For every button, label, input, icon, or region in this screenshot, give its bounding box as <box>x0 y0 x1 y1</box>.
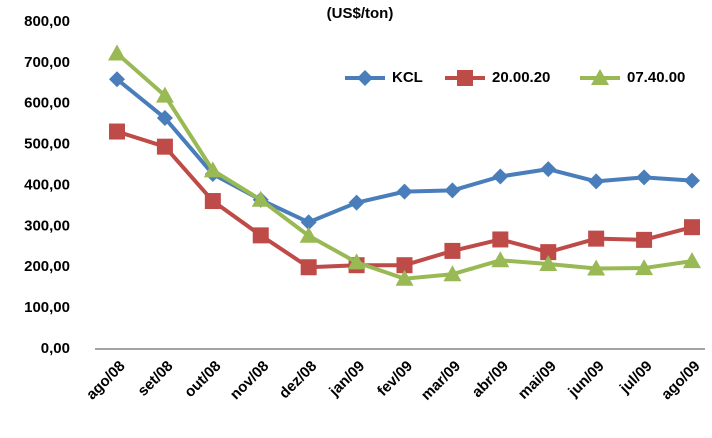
marker <box>540 161 557 178</box>
marker <box>539 254 558 271</box>
x-tick-label: set/08 <box>134 358 176 400</box>
y-tick-label: 100,00 <box>24 299 70 316</box>
marker <box>300 214 317 231</box>
marker <box>109 71 125 88</box>
x-tick-label: jun/09 <box>564 358 607 401</box>
series-line <box>115 51 693 281</box>
y-tick-label: 800,00 <box>24 13 70 30</box>
chart-title: (US$/ton) <box>327 5 394 22</box>
marker <box>683 252 701 269</box>
marker <box>252 227 269 244</box>
marker <box>492 168 509 185</box>
marker <box>299 226 318 243</box>
x-tick-label: mai/09 <box>515 358 560 403</box>
marker <box>636 231 653 248</box>
x-tick-label: nov/08 <box>227 358 273 404</box>
marker <box>591 69 609 85</box>
x-tick-label: jul/09 <box>616 358 656 398</box>
x-tick-label: jan/09 <box>325 358 368 401</box>
marker <box>492 231 509 248</box>
y-tick-label: 500,00 <box>24 136 70 153</box>
x-tick-label: out/08 <box>181 358 224 401</box>
marker <box>347 253 366 270</box>
marker <box>395 269 414 286</box>
legend-label: 20.00.20 <box>492 69 550 86</box>
y-tick-label: 600,00 <box>24 95 70 112</box>
x-tick-label: fev/09 <box>374 358 416 400</box>
marker <box>108 44 126 61</box>
marker <box>444 242 461 259</box>
y-tick-label: 700,00 <box>24 54 70 71</box>
marker <box>540 244 557 261</box>
marker <box>348 194 365 211</box>
marker <box>357 70 373 86</box>
x-tick-label: ago/08 <box>83 358 129 404</box>
x-tick-label: dez/08 <box>276 358 320 402</box>
y-tick-label: 300,00 <box>24 217 70 234</box>
marker <box>300 259 317 276</box>
marker <box>444 182 461 199</box>
marker <box>251 190 270 207</box>
marker <box>156 110 173 127</box>
marker <box>588 173 605 190</box>
y-tick-label: 0,00 <box>41 340 70 357</box>
marker <box>684 219 700 236</box>
y-tick-label: 200,00 <box>24 258 70 275</box>
marker <box>491 251 510 268</box>
x-tick-label: mar/09 <box>418 358 464 404</box>
marker <box>396 257 413 274</box>
marker <box>203 161 222 178</box>
series-line <box>115 77 693 225</box>
legend-label: KCL <box>392 69 423 86</box>
marker <box>443 265 462 282</box>
marker <box>588 230 605 247</box>
marker <box>587 259 606 276</box>
marker <box>684 172 700 189</box>
marker <box>204 193 221 210</box>
marker <box>457 70 473 86</box>
y-tick-label: 400,00 <box>24 176 70 193</box>
x-tick-label: abr/09 <box>469 358 512 401</box>
x-tick-label: ago/09 <box>658 358 704 404</box>
marker <box>156 138 173 155</box>
marker <box>155 86 174 103</box>
marker <box>109 123 125 140</box>
marker <box>636 169 653 186</box>
legend-label: 07.40.00 <box>627 69 685 86</box>
marker <box>396 183 413 200</box>
marker <box>635 259 654 276</box>
